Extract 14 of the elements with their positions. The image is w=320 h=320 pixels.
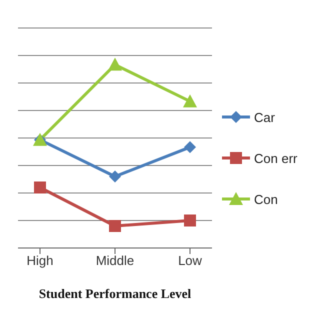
x-tick-label: Low bbox=[178, 253, 203, 268]
legend-label: Con err bbox=[254, 150, 298, 166]
point bbox=[34, 182, 46, 194]
point bbox=[183, 94, 197, 108]
x-tick-label: Middle bbox=[96, 253, 134, 268]
point bbox=[184, 141, 196, 154]
point bbox=[109, 220, 121, 232]
x-axis-title: Student Performance Level bbox=[38, 286, 192, 301]
legend-label: Car bbox=[254, 110, 275, 124]
legend-label: Con bbox=[254, 192, 278, 206]
point bbox=[184, 214, 196, 226]
x-tick-label: High bbox=[26, 253, 54, 268]
point bbox=[108, 58, 122, 71]
point bbox=[109, 170, 121, 182]
